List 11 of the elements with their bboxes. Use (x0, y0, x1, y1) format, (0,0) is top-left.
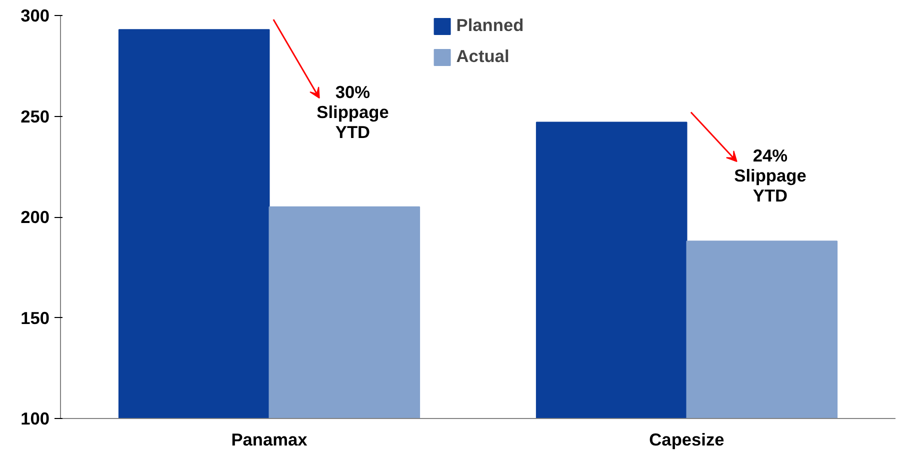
y-tick-label: 200 (20, 207, 50, 227)
annotation: 24% Slippage YTD (734, 145, 807, 206)
x-tick-label: Panamax (231, 430, 308, 450)
y-tick-label: 100 (20, 408, 50, 428)
legend-label: Planned (456, 15, 524, 36)
y-tick-label: 250 (20, 106, 50, 126)
legend-label: Actual (456, 46, 510, 67)
x-tick-label: Capesize (649, 430, 725, 450)
y-tick-label: 300 (20, 6, 50, 26)
annotation: 30% Slippage YTD (316, 82, 390, 142)
y-tick-label: 150 (20, 308, 50, 328)
